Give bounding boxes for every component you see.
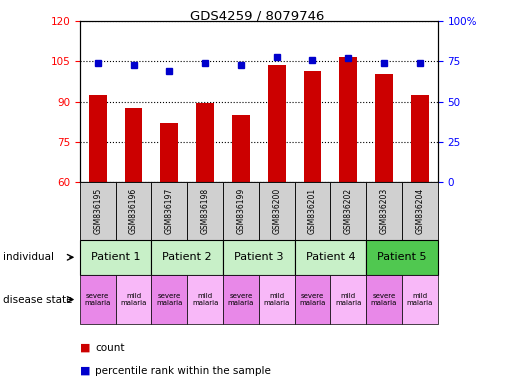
Bar xyxy=(339,58,357,182)
Text: Patient 5: Patient 5 xyxy=(377,252,427,262)
Text: severe
malaria: severe malaria xyxy=(84,293,111,306)
Text: mild
malaria: mild malaria xyxy=(192,293,218,306)
Text: severe
malaria: severe malaria xyxy=(156,293,182,306)
Text: GSM836195: GSM836195 xyxy=(93,188,102,234)
Bar xyxy=(187,275,223,324)
Text: GSM836199: GSM836199 xyxy=(236,188,245,234)
Bar xyxy=(160,123,178,182)
Text: individual: individual xyxy=(3,252,54,262)
Bar xyxy=(411,95,429,182)
Text: severe
malaria: severe malaria xyxy=(371,293,397,306)
Bar xyxy=(295,240,366,275)
Bar xyxy=(268,65,286,182)
Text: mild
malaria: mild malaria xyxy=(407,293,433,306)
Text: GSM836202: GSM836202 xyxy=(344,188,353,234)
Text: GSM836201: GSM836201 xyxy=(308,188,317,234)
Bar xyxy=(331,182,366,240)
Text: GDS4259 / 8079746: GDS4259 / 8079746 xyxy=(191,10,324,23)
Text: GSM836204: GSM836204 xyxy=(416,188,424,234)
Text: Patient 3: Patient 3 xyxy=(234,252,284,262)
Text: Patient 4: Patient 4 xyxy=(305,252,355,262)
Text: mild
malaria: mild malaria xyxy=(264,293,290,306)
Text: ■: ■ xyxy=(80,366,90,376)
Bar xyxy=(196,103,214,182)
Bar xyxy=(402,275,438,324)
Bar xyxy=(402,182,438,240)
Bar xyxy=(303,71,321,182)
Bar xyxy=(232,115,250,182)
Bar xyxy=(366,182,402,240)
Text: Patient 2: Patient 2 xyxy=(162,252,212,262)
Bar xyxy=(331,275,366,324)
Bar xyxy=(125,109,143,182)
Bar xyxy=(366,275,402,324)
Text: GSM836203: GSM836203 xyxy=(380,188,388,234)
Text: severe
malaria: severe malaria xyxy=(299,293,325,306)
Bar xyxy=(151,275,187,324)
Text: GSM836196: GSM836196 xyxy=(129,188,138,234)
Bar xyxy=(187,182,223,240)
Bar xyxy=(375,74,393,182)
Text: count: count xyxy=(95,343,125,353)
Text: percentile rank within the sample: percentile rank within the sample xyxy=(95,366,271,376)
Bar xyxy=(223,182,259,240)
Bar xyxy=(259,275,295,324)
Text: ■: ■ xyxy=(80,343,90,353)
Bar xyxy=(223,275,259,324)
Text: GSM836197: GSM836197 xyxy=(165,188,174,234)
Text: disease state: disease state xyxy=(3,295,72,305)
Text: Patient 1: Patient 1 xyxy=(91,252,141,262)
Bar xyxy=(259,182,295,240)
Bar xyxy=(295,182,331,240)
Bar xyxy=(89,95,107,182)
Bar xyxy=(80,182,115,240)
Bar xyxy=(223,240,295,275)
Bar xyxy=(366,240,438,275)
Bar xyxy=(115,275,151,324)
Bar xyxy=(80,240,151,275)
Bar xyxy=(151,240,223,275)
Text: GSM836200: GSM836200 xyxy=(272,188,281,234)
Bar xyxy=(115,182,151,240)
Text: severe
malaria: severe malaria xyxy=(228,293,254,306)
Bar xyxy=(295,275,331,324)
Text: mild
malaria: mild malaria xyxy=(335,293,362,306)
Text: GSM836198: GSM836198 xyxy=(201,188,210,234)
Bar xyxy=(151,182,187,240)
Bar xyxy=(80,275,115,324)
Text: mild
malaria: mild malaria xyxy=(121,293,147,306)
